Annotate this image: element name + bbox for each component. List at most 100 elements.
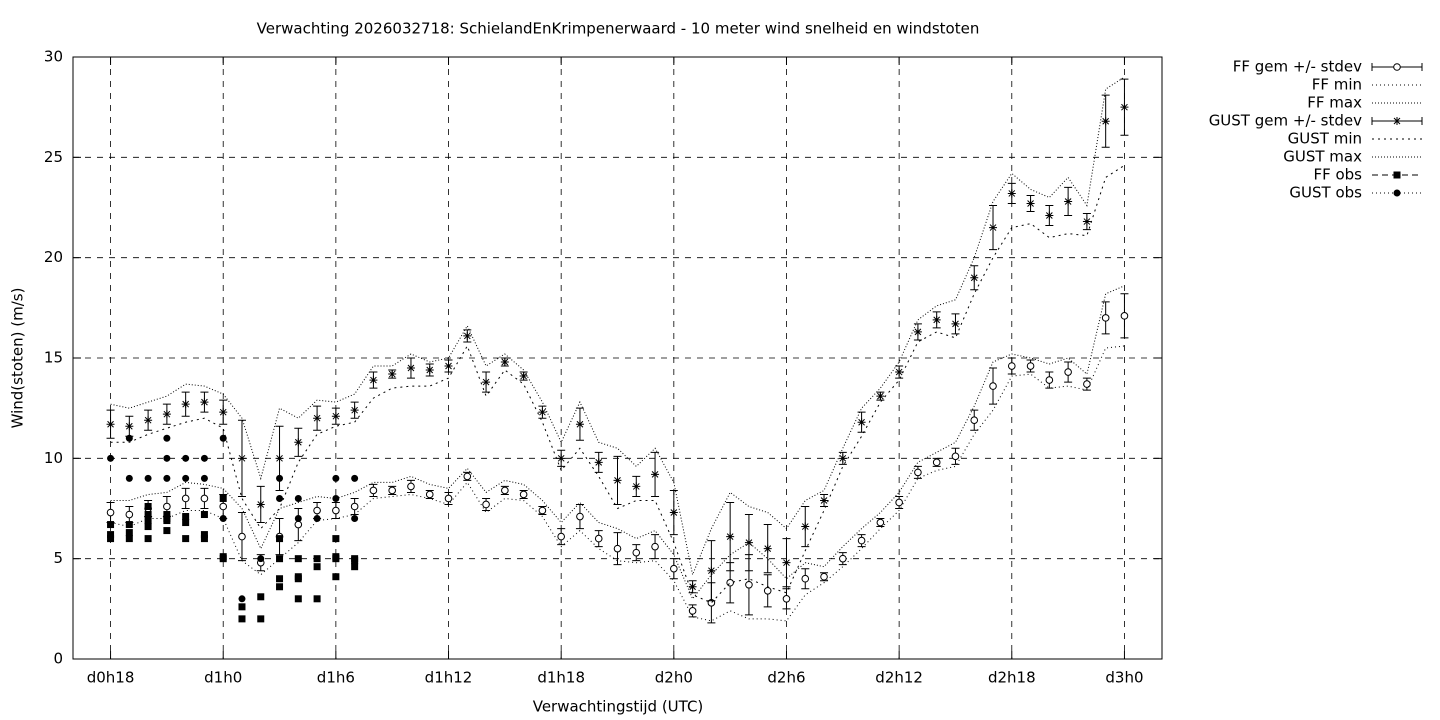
obs-marker	[107, 521, 115, 529]
legend-marker	[1393, 171, 1401, 179]
obs-marker	[332, 535, 340, 543]
obs-marker	[276, 474, 284, 482]
x-tick-label: d1h0	[204, 669, 242, 687]
mean-marker	[951, 319, 960, 328]
obs-marker	[332, 474, 340, 482]
mean-marker	[369, 376, 378, 385]
obs-marker	[351, 555, 359, 563]
obs-marker	[144, 517, 152, 525]
mean-marker	[219, 408, 228, 417]
mean-marker	[1082, 217, 1091, 226]
mean-marker	[876, 392, 885, 401]
mean-marker	[613, 476, 622, 485]
obs-marker	[351, 474, 359, 482]
mean-marker	[744, 538, 753, 547]
mean-marker	[181, 494, 190, 503]
mean-marker	[406, 364, 415, 373]
obs-marker	[163, 474, 171, 482]
obs-marker	[125, 474, 133, 482]
mean-marker	[876, 518, 885, 527]
mean-marker	[913, 327, 922, 336]
mean-marker	[688, 607, 697, 615]
mean-marker	[594, 534, 603, 543]
mean-marker	[745, 580, 753, 589]
mean-marker	[688, 582, 697, 591]
mean-marker	[575, 420, 584, 429]
mean-marker	[726, 578, 734, 587]
mean-marker	[895, 498, 903, 507]
obs-marker	[163, 527, 171, 535]
obs-marker	[107, 535, 115, 543]
mean-marker	[576, 512, 584, 521]
mean-marker	[1064, 368, 1072, 376]
legend-label: FF min	[1312, 76, 1362, 94]
mean-marker	[613, 544, 622, 553]
obs-marker	[182, 454, 190, 462]
obs-marker	[144, 511, 152, 519]
legend-label: FF obs	[1313, 166, 1362, 184]
mean-marker	[1026, 199, 1035, 208]
legend-marker	[1393, 63, 1401, 71]
legend-marker	[1393, 117, 1401, 125]
mean-marker	[519, 372, 528, 381]
mean-marker	[895, 368, 904, 377]
mean-marker	[801, 574, 810, 583]
mean-marker	[200, 494, 209, 503]
obs-marker	[276, 555, 284, 563]
mean-marker	[594, 458, 603, 467]
obs-marker	[163, 454, 171, 462]
mean-marker	[444, 494, 453, 503]
mean-marker	[763, 586, 772, 595]
x-tick-label: d3h0	[1105, 669, 1143, 687]
y-tick-label: 20	[44, 248, 63, 266]
mean-marker	[482, 378, 491, 387]
obs-marker	[294, 595, 302, 603]
mean-marker	[125, 422, 134, 431]
obs-marker	[144, 523, 152, 531]
mean-marker	[501, 486, 509, 495]
obs-marker	[125, 535, 133, 543]
x-tick-label: d1h6	[317, 669, 355, 687]
y-tick-label: 5	[53, 549, 63, 567]
mean-marker	[651, 542, 659, 551]
mean-marker	[932, 458, 941, 467]
obs-marker	[144, 535, 152, 543]
mean-marker	[1120, 103, 1129, 112]
x-tick-label: d1h12	[425, 669, 473, 687]
mean-marker	[275, 454, 284, 463]
x-tick-label: d0h18	[87, 669, 135, 687]
mean-marker	[407, 482, 415, 491]
obs-marker	[163, 434, 171, 442]
mean-marker	[388, 370, 397, 379]
legend-label: GUST obs	[1289, 184, 1362, 202]
mean-marker	[557, 454, 566, 463]
obs-marker	[219, 515, 227, 523]
mean-marker	[707, 566, 716, 575]
legend-label: GUST min	[1288, 130, 1362, 148]
y-tick-label: 25	[44, 148, 63, 166]
mean-marker	[1083, 380, 1091, 388]
obs-marker	[332, 494, 340, 502]
y-axis-label: Wind(stoten) (m/s)	[9, 288, 27, 429]
obs-marker	[238, 615, 246, 623]
legend-label: FF gem +/- stdev	[1233, 58, 1362, 76]
obs-marker	[182, 474, 190, 482]
obs-marker	[276, 494, 284, 502]
mean-marker	[1045, 211, 1054, 220]
mean-marker	[669, 508, 678, 517]
obs-marker	[163, 511, 171, 519]
mean-marker	[200, 398, 209, 407]
mean-marker	[238, 532, 246, 541]
mean-marker	[350, 502, 359, 511]
obs-marker	[351, 515, 359, 523]
obs-marker	[294, 515, 302, 523]
y-tick-label: 0	[53, 650, 63, 668]
obs-marker	[351, 563, 359, 571]
mean-marker	[557, 532, 565, 541]
mean-marker	[820, 496, 829, 505]
obs-marker	[107, 531, 115, 539]
obs-marker	[294, 555, 302, 563]
obs-marker	[313, 515, 321, 523]
obs-marker	[257, 593, 265, 601]
mean-marker	[632, 482, 641, 491]
